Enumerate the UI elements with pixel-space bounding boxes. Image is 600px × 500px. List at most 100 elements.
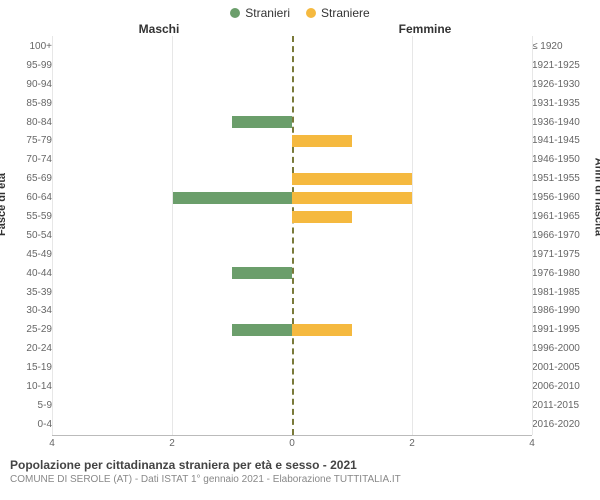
birth-label: 1951-1955: [532, 170, 594, 188]
bar-row: [52, 226, 532, 244]
bar-row: [52, 321, 532, 339]
age-label: 40-44: [6, 265, 52, 283]
bar-male: [232, 267, 292, 279]
age-label: 60-64: [6, 189, 52, 207]
bar-row: [52, 189, 532, 207]
bar-row: [52, 113, 532, 131]
bar-row: [52, 151, 532, 169]
birth-label: 1986-1990: [532, 302, 594, 320]
footer: Popolazione per cittadinanza straniera p…: [0, 450, 600, 485]
bar-female: [292, 135, 352, 147]
legend-female-label: Straniere: [321, 6, 370, 20]
bar-row: [52, 95, 532, 113]
bar-row: [52, 264, 532, 282]
birth-label: 2006-2010: [532, 378, 594, 396]
birth-label: 1926-1930: [532, 76, 594, 94]
age-label: 55-59: [6, 208, 52, 226]
bar-row: [52, 57, 532, 75]
age-label: 15-19: [6, 359, 52, 377]
age-label: 35-39: [6, 284, 52, 302]
legend-male-swatch: [230, 8, 240, 18]
x-tick-label: 2: [169, 438, 175, 449]
bar-male: [172, 192, 292, 204]
age-label: 70-74: [6, 151, 52, 169]
age-label: 80-84: [6, 114, 52, 132]
bar-row: [52, 208, 532, 226]
x-tick-label: 4: [49, 438, 55, 449]
bar-row: [52, 358, 532, 376]
gridline: [532, 36, 533, 435]
age-label: 75-79: [6, 132, 52, 150]
bar-female: [292, 173, 412, 185]
bar-row: [52, 132, 532, 150]
bar-female: [292, 192, 412, 204]
gridline: [412, 36, 413, 435]
bar-row: [52, 396, 532, 414]
y-axis-left-title: Fasce di età: [0, 173, 8, 236]
bar-male: [232, 116, 292, 128]
age-label: 30-34: [6, 302, 52, 320]
birth-label: 1991-1995: [532, 321, 594, 339]
plot-area: [52, 36, 532, 436]
birth-label: 1921-1925: [532, 57, 594, 75]
birth-label: ≤ 1920: [532, 38, 594, 56]
age-label: 95-99: [6, 57, 52, 75]
x-axis: 4 2 0 2 4: [6, 438, 594, 450]
bar-male: [232, 324, 292, 336]
age-label: 90-94: [6, 76, 52, 94]
birth-label: 1961-1965: [532, 208, 594, 226]
age-label: 100+: [6, 38, 52, 56]
age-label: 0-4: [6, 416, 52, 434]
birth-label: 1946-1950: [532, 151, 594, 169]
legend-female-swatch: [306, 8, 316, 18]
bar-row: [52, 283, 532, 301]
birth-label: 1996-2000: [532, 340, 594, 358]
birth-label: 1941-1945: [532, 132, 594, 150]
bar-row: [52, 302, 532, 320]
birth-label: 1956-1960: [532, 189, 594, 207]
chart: Fasce di età 100+95-9990-9485-8980-8475-…: [0, 36, 600, 436]
y-axis-right-labels: ≤ 19201921-19251926-19301931-19351936-19…: [532, 36, 594, 436]
birth-label: 1976-1980: [532, 265, 594, 283]
bar-female: [292, 324, 352, 336]
legend-female: Straniere: [306, 6, 370, 20]
age-label: 85-89: [6, 95, 52, 113]
bar-rows: [52, 36, 532, 435]
chart-title: Popolazione per cittadinanza straniera p…: [10, 458, 590, 472]
legend-male: Stranieri: [230, 6, 290, 20]
bar-row: [52, 340, 532, 358]
header-male: Maschi: [46, 22, 292, 36]
age-label: 10-14: [6, 378, 52, 396]
x-tick-label: 2: [409, 438, 415, 449]
birth-label: 1981-1985: [532, 284, 594, 302]
birth-label: 1966-1970: [532, 227, 594, 245]
birth-label: 1931-1935: [532, 95, 594, 113]
birth-label: 2016-2020: [532, 416, 594, 434]
bar-row: [52, 377, 532, 395]
legend-male-label: Stranieri: [245, 6, 290, 20]
age-label: 45-49: [6, 246, 52, 264]
column-headers: Maschi Femmine: [0, 22, 600, 36]
birth-label: 1971-1975: [532, 246, 594, 264]
gridline: [52, 36, 53, 435]
bar-row: [52, 415, 532, 433]
birth-label: 2001-2005: [532, 359, 594, 377]
bar-row: [52, 76, 532, 94]
bar-female: [292, 211, 352, 223]
bar-row: [52, 245, 532, 263]
age-label: 20-24: [6, 340, 52, 358]
bar-row: [52, 170, 532, 188]
birth-label: 1936-1940: [532, 114, 594, 132]
age-label: 25-29: [6, 321, 52, 339]
birth-label: 2011-2015: [532, 397, 594, 415]
legend: Stranieri Straniere: [0, 0, 600, 22]
x-axis-ticks: 4 2 0 2 4: [52, 438, 532, 450]
header-female: Femmine: [292, 22, 538, 36]
age-label: 5-9: [6, 397, 52, 415]
bar-row: [52, 38, 532, 56]
x-tick-label: 0: [289, 438, 295, 449]
x-tick-label: 4: [529, 438, 535, 449]
age-label: 50-54: [6, 227, 52, 245]
chart-subtitle: COMUNE DI SEROLE (AT) - Dati ISTAT 1° ge…: [10, 474, 590, 485]
gridline: [172, 36, 173, 435]
